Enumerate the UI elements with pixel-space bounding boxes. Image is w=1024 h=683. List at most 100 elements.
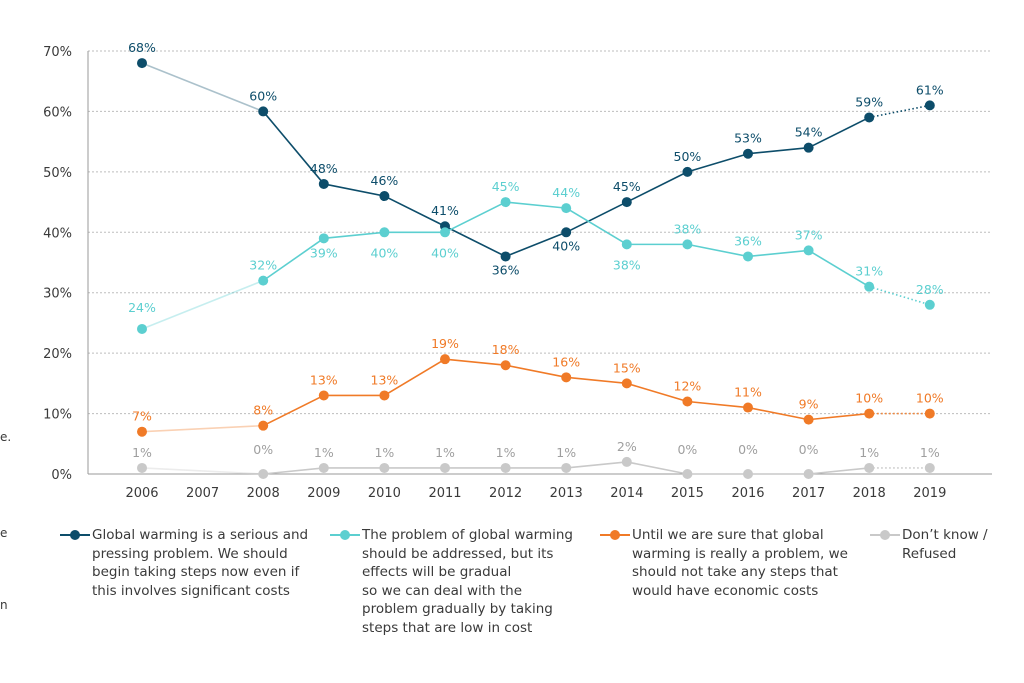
- series-line-segment-dotted: [868, 285, 931, 306]
- legend-marker-icon: [868, 526, 902, 546]
- series-line-segment: [626, 171, 688, 203]
- data-point: [803, 142, 814, 153]
- series-line-segment: [566, 376, 627, 385]
- y-axis: 0% 10% 20% 30% 40% 50% 60% 70%: [43, 45, 89, 483]
- data-label: 45%: [613, 179, 641, 194]
- data-label: 2%: [617, 439, 637, 454]
- data-point: [500, 360, 511, 371]
- cropped-text-fragment: e.: [0, 430, 12, 444]
- data-point: [743, 251, 753, 262]
- data-label: 12%: [674, 378, 702, 393]
- series-line-segment-faded: [141, 279, 264, 330]
- series-line-segment: [262, 110, 325, 185]
- x-tick-label: 2017: [792, 486, 825, 501]
- x-tick-label: 2010: [368, 486, 401, 501]
- series-line-segment: [444, 358, 506, 367]
- series-line-segment: [747, 249, 809, 258]
- legend-marker-dot: [610, 530, 620, 540]
- cropped-text-fragment: n: [0, 598, 8, 612]
- series-line-segment-faded: [141, 62, 264, 113]
- data-point: [924, 299, 935, 310]
- data-label: 11%: [734, 385, 762, 400]
- data-label: 0%: [738, 442, 758, 457]
- series-line-segment: [687, 400, 749, 409]
- data-label: 24%: [128, 300, 156, 315]
- legend-marker-icon: [58, 526, 92, 546]
- data-label: 60%: [249, 88, 277, 103]
- data-point: [682, 239, 693, 250]
- data-point: [318, 462, 329, 473]
- y-tick-label: 50%: [43, 166, 72, 181]
- data-label: 50%: [674, 149, 702, 164]
- data-point: [924, 100, 935, 111]
- data-label: 32%: [249, 258, 277, 273]
- data-label: 59%: [855, 94, 883, 109]
- data-point: [561, 203, 572, 214]
- data-label: 40%: [371, 245, 399, 260]
- series-line-segment: [505, 364, 567, 379]
- data-point: [440, 227, 450, 238]
- series-line-segment: [323, 183, 385, 197]
- data-label: 28%: [916, 282, 944, 297]
- data-label: 1%: [556, 445, 576, 460]
- data-label: 36%: [492, 262, 520, 277]
- series-line-segment: [565, 207, 628, 246]
- legend-item-dontknow: Don’t know / Refused: [868, 526, 1018, 563]
- data-label: 1%: [496, 445, 516, 460]
- data-point: [743, 469, 753, 479]
- data-label: 10%: [855, 391, 883, 406]
- data-point: [864, 281, 875, 292]
- legend-marker-dot: [70, 530, 80, 540]
- data-label: 13%: [310, 372, 338, 387]
- x-tick-label: 2018: [853, 486, 886, 501]
- data-point: [379, 390, 390, 401]
- data-label: 46%: [371, 173, 399, 188]
- y-tick-label: 40%: [43, 226, 72, 241]
- data-point: [621, 456, 632, 467]
- x-tick-label: 2007: [186, 486, 219, 501]
- data-label: 48%: [310, 161, 338, 176]
- legend-label: Don’t know / Refused: [902, 527, 988, 562]
- series-line-segment: [626, 461, 688, 475]
- legend-item-wait: Until we are sure that global warming is…: [598, 526, 868, 600]
- data-label: 40%: [431, 245, 459, 260]
- data-point: [258, 420, 269, 431]
- series-line-segment: [747, 406, 809, 421]
- data-labels: 68% 60% 48% 46% 41% 36% 40% 45% 50% 53% 54% 59% 61% 2…: [128, 40, 944, 460]
- data-label: 31%: [855, 264, 883, 279]
- data-label: 1%: [859, 445, 879, 460]
- data-label: 8%: [253, 403, 273, 418]
- series-line-segment: [808, 116, 870, 149]
- data-point: [379, 191, 390, 202]
- line-chart: 0% 10% 20% 30% 40% 50% 60% 70% 2006 2007 2008 2009…: [43, 40, 992, 501]
- y-tick-label: 30%: [43, 287, 72, 302]
- legend-label: The problem of global warming should be …: [362, 527, 573, 636]
- data-point: [682, 166, 693, 177]
- x-tick-label: 2008: [247, 486, 280, 501]
- legend-marker-dot: [340, 530, 350, 540]
- data-point: [803, 245, 814, 256]
- data-label: 45%: [492, 179, 520, 194]
- data-label: 44%: [552, 185, 580, 200]
- x-tick-label: 2006: [125, 486, 158, 501]
- data-label: 1%: [374, 445, 394, 460]
- data-point: [864, 462, 875, 473]
- data-point: [137, 426, 147, 437]
- data-point: [924, 408, 935, 419]
- data-point: [258, 275, 269, 286]
- series-line-segment: [505, 231, 567, 258]
- legend-label: Until we are sure that global warming is…: [632, 527, 848, 599]
- data-point: [440, 462, 450, 473]
- data-label: 38%: [674, 221, 702, 236]
- data-point: [379, 462, 390, 473]
- x-axis: 2006 2007 2008 2009 2010 2011 2012 2013 2014 2015…: [88, 473, 992, 501]
- legend-marker-icon: [328, 526, 362, 546]
- data-label: 38%: [613, 257, 641, 272]
- cropped-text-fragment: e: [0, 526, 8, 540]
- series-line-segment: [747, 146, 809, 155]
- x-tick-label: 2013: [550, 486, 583, 501]
- data-point: [500, 251, 511, 262]
- series-line-segment: [566, 461, 627, 469]
- data-point: [440, 354, 450, 365]
- data-label: 10%: [916, 391, 944, 406]
